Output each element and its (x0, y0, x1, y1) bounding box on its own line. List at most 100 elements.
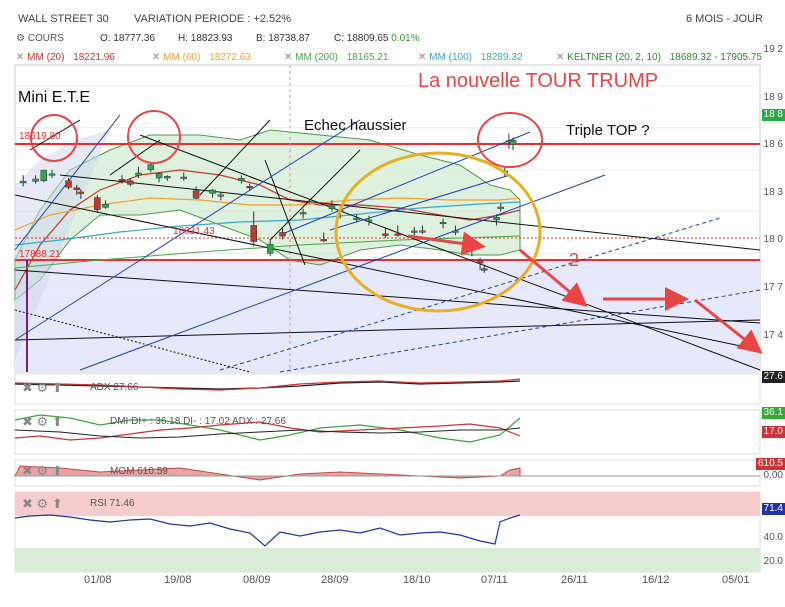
top-circle-2 (127, 110, 181, 164)
legend-cours[interactable]: ⚙ COURS (16, 33, 64, 44)
rsi-oversold-zone (15, 548, 760, 572)
period-selector[interactable]: 6 MOIS - JOUR (685, 13, 763, 25)
candle-body (476, 260, 484, 264)
y-tick: 19 2 (763, 44, 783, 55)
gear-icon[interactable]: ⚙ (36, 414, 49, 429)
legend-keltner[interactable]: ✕ KELTNER (20, 2, 10) 18689.32 - 17905.7… (556, 52, 762, 63)
up-arrow-icon[interactable]: ⬆ (51, 380, 63, 395)
candle-body (209, 189, 216, 194)
projection-arrows (407, 231, 763, 354)
close-text: C: 18809.65 (334, 33, 389, 44)
close-icon[interactable]: ✖ (22, 414, 33, 429)
legend-ma200[interactable]: ✕ MM (200) 18165.21 (284, 52, 388, 63)
close-icon[interactable]: ✕ (152, 52, 161, 63)
up-arrow-icon[interactable]: ⬆ (51, 496, 63, 511)
level-high-label: 18619.80 (19, 131, 61, 142)
gear-icon[interactable]: ⚙ (36, 463, 49, 478)
legend-ma60[interactable]: ✕ MM (60) 18272.63 (152, 52, 251, 63)
open-value: O: 18777.36 (100, 33, 156, 44)
rsi-low-tick: 20.0 (763, 556, 783, 567)
candle-body (497, 206, 504, 209)
dmi-label: DMI DI+ : 36.18 DI- : 17.02 ADX : 27.66 (110, 416, 286, 427)
cours-label: COURS (27, 33, 64, 44)
keltner-value: 18689.32 - 17905.75 (669, 52, 763, 63)
candle-body (439, 222, 447, 225)
up-arrow-icon[interactable]: ⬆ (51, 463, 63, 478)
candle-body (452, 230, 459, 233)
ma200-value: 18165.21 (346, 52, 389, 63)
candle-body (102, 204, 109, 208)
close-icon[interactable]: ✖ (22, 380, 33, 395)
instrument-name: WALL STREET 30 (18, 13, 109, 25)
candle-body (493, 216, 500, 221)
mom-zero-tick: 0.00 (763, 470, 783, 481)
gear-icon[interactable]: ⚙ (36, 380, 49, 395)
dmi-minus-line (14, 421, 521, 441)
candle-body (94, 197, 101, 210)
gear-icon[interactable]: ⚙ (16, 33, 25, 44)
close-icon[interactable]: ✕ (556, 52, 565, 63)
candle-body (246, 186, 253, 189)
mom-controls[interactable]: ✖ ⚙ ⬆ (22, 463, 63, 479)
mom-label: MOM 610.59 (110, 466, 168, 477)
candle-body (73, 187, 80, 191)
rsi-label-text: RSI (90, 498, 107, 509)
candle-body (155, 173, 163, 179)
x-tick: 19/08 (164, 574, 192, 586)
rsi-controls[interactable]: ✖ ⚙ ⬆ (22, 496, 63, 512)
y-tick: 17 7 (763, 282, 783, 293)
adx-line-red (14, 378, 521, 391)
candle-body (180, 176, 188, 179)
y-tick: 18 6 (763, 139, 783, 150)
mini-ete-label: Mini E.T.E (18, 89, 91, 106)
adx-controls[interactable]: ✖ ⚙ ⬆ (22, 380, 63, 396)
candle-body (509, 140, 517, 145)
legend-ma20[interactable]: ✕ MM (20) 18221.96 (16, 52, 115, 63)
candle-body (147, 164, 155, 170)
dmi-controls[interactable]: ✖ ⚙ ⬆ (22, 414, 63, 430)
candle-body (299, 212, 307, 215)
candle-body (48, 173, 56, 176)
candle-body (394, 233, 402, 236)
candle-body (164, 176, 171, 179)
dmi-adx-line (14, 427, 521, 439)
y-tick: 18 0 (763, 234, 783, 245)
close-icon[interactable]: ✕ (16, 52, 25, 63)
rsi-label: RSI 71.46 (90, 498, 134, 509)
mom-value: 610.59 (137, 466, 168, 477)
gear-icon[interactable]: ⚙ (36, 496, 49, 511)
high-value: H: 18823.93 (178, 33, 233, 44)
legend-ma100[interactable]: ✕ MM (100) 18289.32 (418, 52, 522, 63)
candle-body (266, 243, 274, 254)
close-icon[interactable]: ✖ (22, 463, 33, 478)
close-icon[interactable]: ✕ (418, 52, 427, 63)
change-percent: 0.01% (391, 33, 420, 44)
x-tick: 18/10 (403, 574, 431, 586)
close-icon[interactable]: ✕ (284, 52, 293, 63)
adx-label: ADX 27.66 (90, 382, 138, 393)
x-tick: 28/09 (321, 574, 349, 586)
x-tick: 08/09 (243, 574, 271, 586)
candle-body (250, 225, 257, 242)
candle-body (411, 230, 418, 233)
close-value: C: 18809.65 0.01% (334, 33, 420, 44)
ma200-label: MM (200) (295, 52, 338, 63)
top-circle-3 (477, 112, 543, 168)
top-circle-1 (30, 114, 78, 162)
candle-body (32, 178, 39, 182)
candle-body (77, 191, 85, 194)
ma200-line (14, 235, 521, 269)
dmi-plus-tag: 36.1 (761, 407, 785, 419)
trend-lines (14, 119, 761, 371)
candle-body (328, 205, 336, 209)
candle-body (217, 194, 225, 197)
adx-line-black (14, 380, 521, 390)
up-arrow-icon[interactable]: ⬆ (51, 414, 63, 429)
y-tick: 18 9 (763, 92, 783, 103)
channel-lines (14, 114, 761, 373)
ma60-value: 18272.63 (209, 52, 251, 63)
close-icon[interactable]: ✖ (22, 496, 33, 511)
last-price-tag: 18 8 (761, 109, 785, 121)
